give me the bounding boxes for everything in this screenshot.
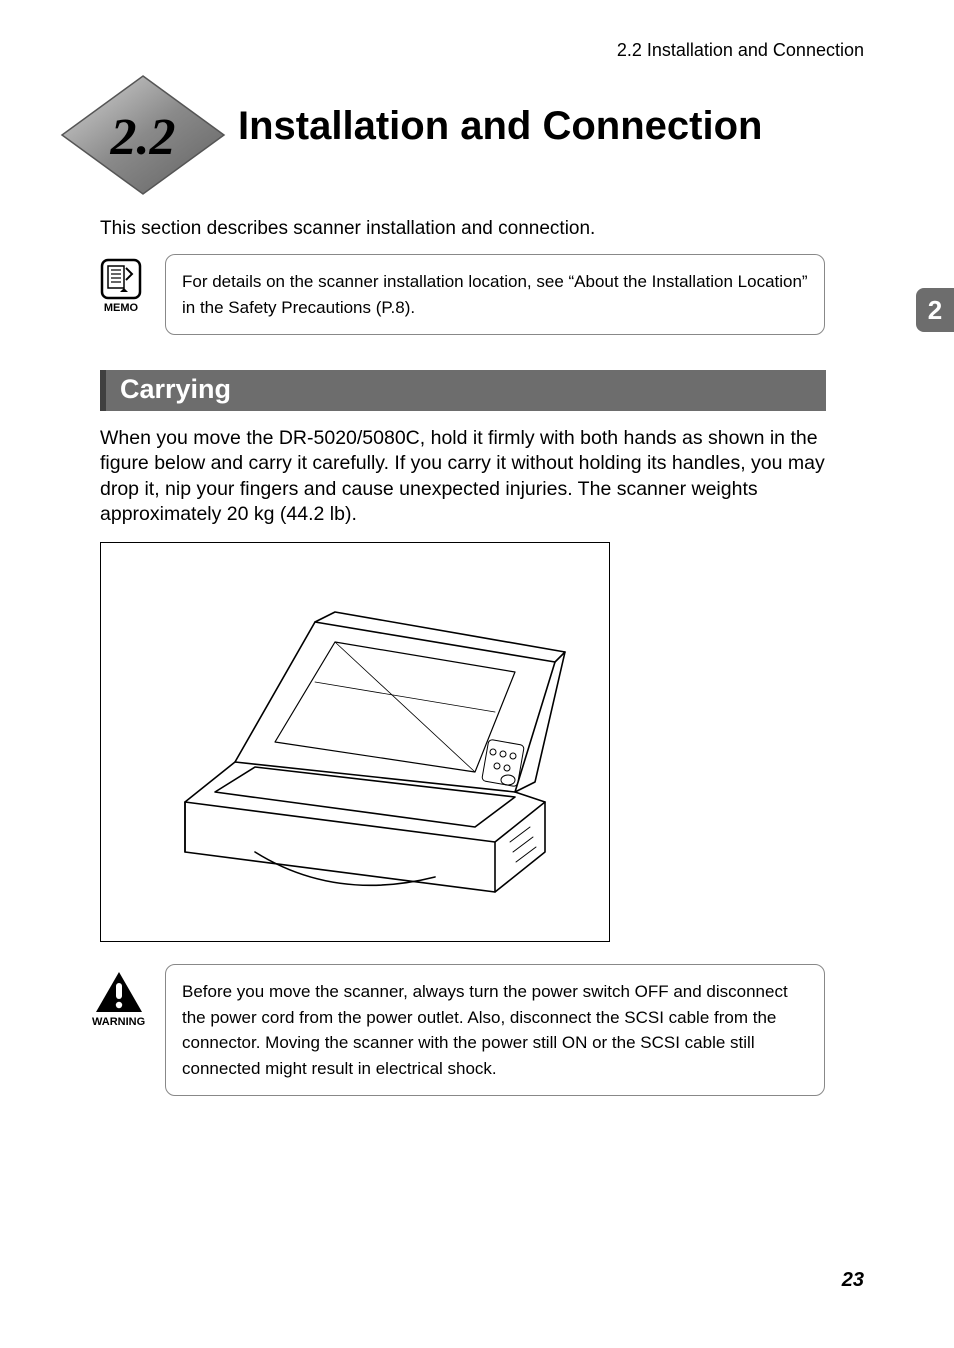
- warning-label: WARNING: [92, 1016, 145, 1028]
- memo-label: MEMO: [104, 302, 138, 314]
- section-number-badge: 2.2: [58, 70, 228, 200]
- page-number: 23: [842, 1269, 864, 1292]
- figure-scanner-illustration: [100, 542, 610, 942]
- memo-text: For details on the scanner installation …: [182, 272, 808, 317]
- chapter-tab: 2: [916, 288, 954, 332]
- running-header: 2.2 Installation and Connection: [617, 40, 864, 61]
- warning-box: Before you move the scanner, always turn…: [165, 964, 825, 1096]
- warning-icon: WARNING: [92, 970, 145, 1028]
- subsection-heading: Carrying: [100, 370, 826, 411]
- intro-paragraph: This section describes scanner installat…: [100, 218, 595, 240]
- section-title: Installation and Connection: [238, 104, 762, 149]
- memo-icon: MEMO: [100, 258, 142, 314]
- warning-text: Before you move the scanner, always turn…: [182, 982, 788, 1078]
- subsection-body: When you move the DR-5020/5080C, hold it…: [100, 426, 826, 527]
- section-number-text: 2.2: [110, 109, 176, 166]
- memo-box: For details on the scanner installation …: [165, 254, 825, 335]
